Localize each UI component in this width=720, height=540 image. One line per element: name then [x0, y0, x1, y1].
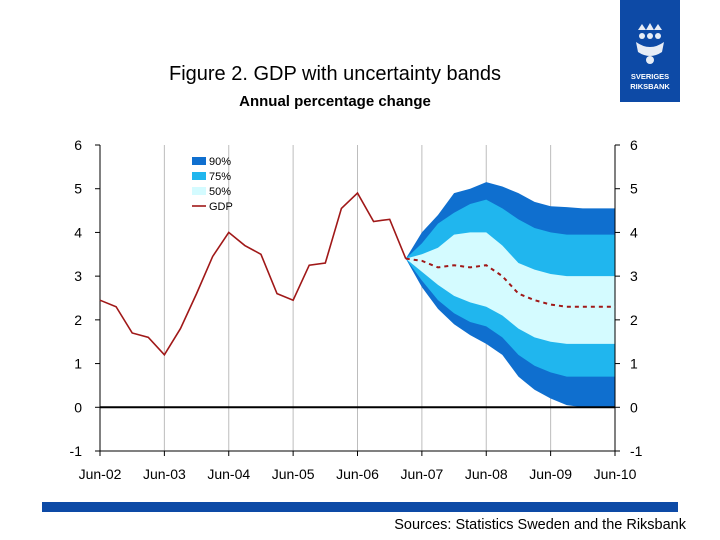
x-tick-label: Jun-03	[143, 466, 186, 482]
legend-swatch	[192, 172, 206, 180]
y-tick-label-left: 6	[74, 137, 82, 153]
y-tick-label-left: 1	[74, 356, 82, 372]
x-tick-label: Jun-08	[465, 466, 508, 482]
chart-subtitle: Annual percentage change	[239, 93, 431, 110]
legend-swatch	[192, 187, 206, 195]
x-tick-label: Jun-06	[336, 466, 379, 482]
x-tick-label: Jun-07	[400, 466, 443, 482]
y-tick-label-left: 2	[74, 312, 82, 328]
y-tick-label-right: 5	[630, 181, 638, 197]
legend-swatch	[192, 157, 206, 165]
x-tick-label: Jun-02	[79, 466, 122, 482]
y-tick-label-left: 3	[74, 268, 82, 284]
x-tick-label: Jun-05	[272, 466, 315, 482]
y-tick-label-left: 0	[74, 399, 82, 415]
y-tick-label-left: -1	[70, 443, 83, 459]
gdp-forecast-line	[405, 257, 615, 308]
logo-text-line1: SVERIGES	[630, 72, 670, 81]
y-tick-label-right: -1	[630, 443, 643, 459]
chart-title: Figure 2. GDP with uncertainty bands	[168, 63, 502, 85]
legend-label: GDP	[209, 201, 233, 213]
x-tick-label: Jun-04	[207, 466, 250, 482]
y-tick-label-right: 3	[630, 268, 638, 284]
legend-label: 50%	[209, 186, 231, 198]
source-note: Sources: Statistics Sweden and the Riksb…	[394, 517, 686, 533]
x-tick-label: Jun-10	[594, 466, 637, 482]
logo-text-line2: RIKSBANK	[630, 82, 670, 91]
band-50	[405, 232, 615, 344]
x-tick-label: Jun-09	[529, 466, 572, 482]
y-tick-label-right: 6	[630, 137, 638, 153]
crown-emblem-icon	[636, 23, 664, 64]
y-tick-label-left: 5	[74, 181, 82, 197]
y-tick-label-right: 0	[630, 399, 638, 415]
y-tick-label-right: 4	[630, 224, 638, 240]
y-tick-label-right: 1	[630, 356, 638, 372]
y-tick-label-left: 4	[74, 224, 82, 240]
footer-bar	[42, 502, 678, 512]
legend-label: 90%	[209, 156, 231, 168]
gdp-chart: -1 -1 0 0 1 1 2 2 3 3 4 4 5 5 6 6 Jun-02 Jun-03 Jun-04 Jun-…	[70, 137, 643, 482]
y-tick-label-right: 2	[630, 312, 638, 328]
riksbank-logo: SVERIGES RIKSBANK	[620, 0, 680, 102]
gdp-line	[99, 191, 407, 357]
legend-label: 75%	[209, 171, 231, 183]
